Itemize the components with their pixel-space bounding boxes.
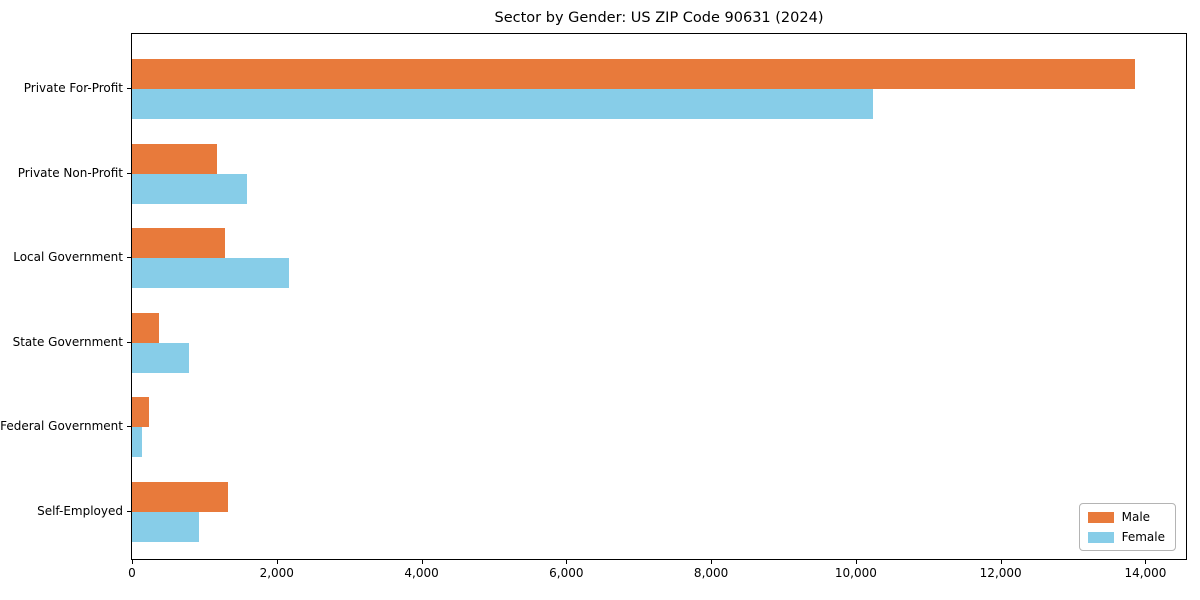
male-series-swatch-icon: [1087, 511, 1114, 523]
bar-female-5: [132, 427, 143, 457]
xtick-mark: [1000, 560, 1002, 564]
chart-title: Sector by Gender: US ZIP Code 90631 (202…: [494, 10, 824, 26]
ytick-label: Federal Government: [0, 419, 123, 433]
ytick-mark: [127, 88, 131, 89]
xtick-label: 12,000: [979, 566, 1022, 580]
bar-male-3: [132, 228, 225, 258]
ytick-label: Private Non-Profit: [17, 165, 123, 180]
xtick-label: 14,000: [1124, 566, 1167, 580]
xtick-mark: [132, 560, 133, 564]
female-series-swatch-icon: [1087, 531, 1114, 543]
ytick-mark: [127, 172, 131, 174]
legend-entry-male: Male: [1087, 510, 1165, 524]
bar-male-6: [132, 481, 228, 512]
legend-entry-female: Female: [1087, 530, 1165, 544]
ytick-mark: [127, 257, 131, 258]
ytick-label: Local Government: [13, 250, 123, 264]
xtick-label: 2,000: [259, 566, 294, 580]
legend-label-female: Female: [1121, 530, 1165, 544]
bar-male-5: [132, 397, 149, 427]
xtick-mark: [421, 560, 423, 564]
bar-female-4: [132, 342, 189, 373]
xtick-label: 4,000: [404, 566, 439, 580]
bar-male-2: [132, 143, 217, 174]
bar-female-6: [132, 511, 199, 542]
bar-male-4: [132, 312, 160, 343]
xtick-label: 0: [128, 566, 136, 580]
legend: Male Female: [1078, 503, 1176, 551]
xtick-mark: [276, 560, 278, 564]
xtick-mark: [855, 560, 857, 564]
xtick-label: 10,000: [834, 566, 877, 580]
xtick-label: 6,000: [549, 566, 584, 580]
xtick-mark: [1145, 560, 1147, 564]
bar-female-1: [132, 89, 873, 119]
ytick-label: State Government: [12, 334, 123, 349]
ytick-mark: [127, 341, 131, 343]
ytick-label: Self-Employed: [37, 503, 123, 518]
ytick-mark: [127, 510, 131, 512]
bar-male-1: [132, 59, 1136, 89]
bar-female-3: [132, 258, 289, 288]
xtick-label: 8,000: [693, 566, 729, 580]
ytick-label: Private For-Profit: [23, 81, 123, 95]
ytick-mark: [127, 426, 131, 427]
bar-female-2: [132, 173, 248, 204]
plot-area: Male Female: [131, 33, 1187, 560]
legend-label-male: Male: [1121, 510, 1151, 524]
xtick-mark: [711, 560, 713, 564]
xtick-mark: [566, 560, 568, 564]
